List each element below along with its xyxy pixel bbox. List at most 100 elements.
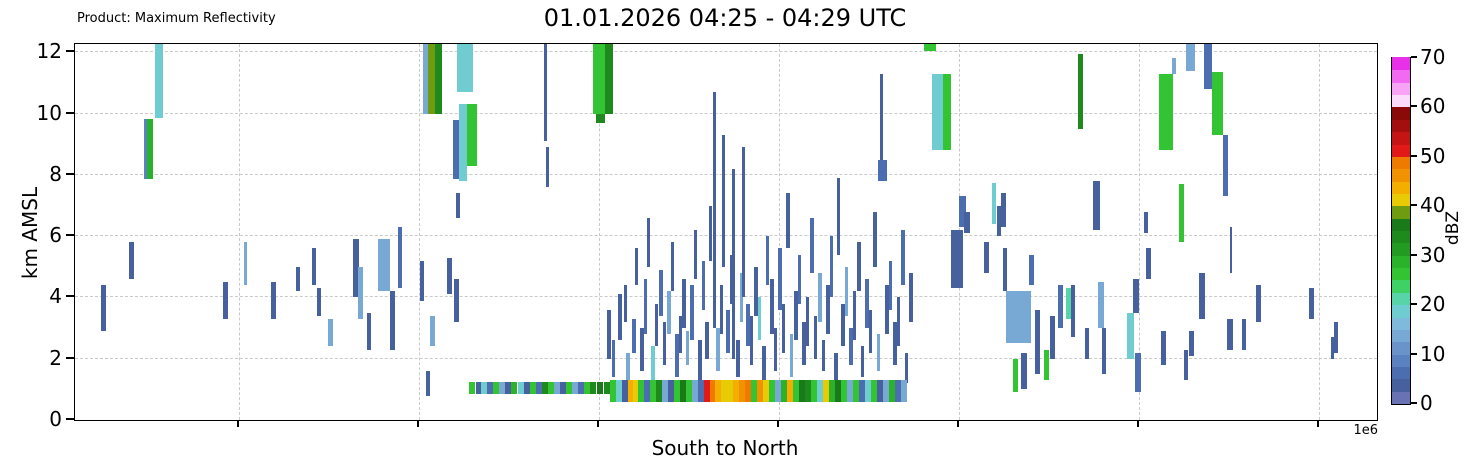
colorbar-segment: [1392, 341, 1410, 355]
reflectivity-bar: [662, 380, 668, 402]
colorbar-segment: [1392, 353, 1410, 367]
x-tick: [1316, 420, 1319, 427]
reflectivity-bar: [758, 297, 761, 341]
reflectivity-bar: [566, 381, 572, 394]
reflectivity-bar: [713, 92, 716, 329]
reflectivity-bar: [644, 279, 647, 335]
colorbar-tick: [1411, 56, 1417, 58]
reflectivity-bar: [770, 279, 774, 335]
reflectivity-bar: [885, 285, 889, 335]
reflectivity-bar: [668, 380, 674, 402]
reflectivity-bar: [1133, 279, 1139, 313]
reflectivity-bar: [644, 380, 650, 402]
reflectivity-bar: [655, 303, 658, 347]
reflectivity-bar: [1050, 315, 1055, 359]
y-tick: [66, 111, 74, 114]
colorbar-tick-label: 20: [1420, 292, 1446, 317]
reflectivity-bar: [702, 260, 705, 310]
reflectivity-bar: [841, 380, 847, 402]
reflectivity-bar: [679, 315, 682, 353]
reflectivity-bar: [453, 119, 459, 180]
reflectivity-bar: [853, 380, 859, 402]
reflectivity-bar: [959, 196, 966, 227]
reflectivity-bar: [682, 279, 686, 329]
x-tick: [597, 420, 600, 427]
colorbar-segment: [1392, 279, 1410, 293]
reflectivity-bar: [726, 309, 730, 353]
reflectivity-bar: [897, 297, 900, 347]
reflectivity-bar: [560, 381, 566, 394]
reflectivity-bar: [628, 380, 634, 402]
colorbar-tick: [1411, 303, 1417, 306]
reflectivity-bar: [849, 328, 853, 365]
reflectivity-bar: [750, 315, 753, 365]
y-tick: [66, 234, 74, 237]
reflectivity-bar: [704, 380, 710, 402]
reflectivity-bar: [312, 248, 316, 286]
colorbar-segment: [1392, 304, 1410, 318]
vertical-gridline: [599, 44, 601, 420]
colorbar-tick: [1411, 352, 1417, 355]
colorbar-segment: [1392, 329, 1410, 343]
reflectivity-bar: [435, 44, 442, 114]
reflectivity-bar: [420, 260, 424, 301]
reflectivity-bar: [835, 380, 841, 402]
reflectivity-bar: [1013, 358, 1018, 393]
reflectivity-bar: [924, 44, 936, 51]
reflectivity-bar: [1256, 285, 1261, 322]
colorbar-segment: [1392, 180, 1410, 194]
reflectivity-bar: [984, 242, 989, 273]
reflectivity-bar: [732, 168, 735, 359]
reflectivity-bar: [811, 380, 817, 402]
reflectivity-bar: [733, 380, 739, 402]
reflectivity-bar: [469, 381, 475, 394]
colorbar-tick: [1411, 253, 1417, 256]
reflectivity-bar: [1161, 331, 1166, 365]
x-tick: [416, 420, 419, 427]
reflectivity-bar: [1172, 58, 1176, 74]
reflectivity-bar: [705, 321, 709, 359]
reflectivity-bar: [1066, 288, 1071, 319]
reflectivity-bar: [895, 380, 901, 402]
horizontal-gridline: [75, 357, 1377, 359]
reflectivity-bar: [607, 309, 611, 359]
reflectivity-bar: [390, 291, 395, 350]
colorbar-tick: [1411, 154, 1417, 157]
reflectivity-bar: [857, 242, 861, 292]
reflectivity-bar: [698, 380, 704, 402]
x-offset-label: 1e6: [1353, 423, 1378, 438]
reflectivity-bar: [548, 381, 554, 394]
reflectivity-bar: [901, 380, 907, 402]
reflectivity-bar: [426, 371, 430, 396]
colorbar-segment: [1392, 292, 1410, 306]
reflectivity-bar: [610, 380, 616, 402]
reflectivity-bar: [736, 340, 740, 378]
vertical-gridline: [1318, 44, 1320, 420]
reflectivity-bar: [1003, 248, 1007, 292]
reflectivity-bar: [1204, 44, 1212, 90]
reflectivity-bar: [129, 242, 134, 280]
reflectivity-bar: [459, 104, 467, 181]
reflectivity-bar: [710, 380, 716, 402]
reflectivity-bar: [1242, 318, 1246, 350]
reflectivity-bar: [593, 44, 605, 114]
reflectivity-bar: [909, 272, 913, 322]
x-tick: [957, 420, 960, 427]
reflectivity-bar: [762, 346, 766, 384]
y-tick: [66, 172, 74, 175]
reflectivity-bar: [317, 288, 321, 316]
reflectivity-bar: [604, 381, 610, 394]
reflectivity-bar: [709, 205, 712, 261]
reflectivity-bar: [1331, 337, 1334, 359]
reflectivity-bar: [674, 380, 680, 402]
reflectivity-bar: [1035, 309, 1040, 375]
reflectivity-bar: [861, 346, 864, 378]
reflectivity-bar: [859, 380, 865, 402]
reflectivity-bar: [763, 380, 769, 402]
reflectivity-bar: [790, 334, 793, 378]
reflectivity-bar: [467, 104, 477, 166]
reflectivity-bar: [823, 380, 829, 402]
reflectivity-bar: [328, 318, 333, 347]
colorbar-segment: [1392, 391, 1410, 404]
